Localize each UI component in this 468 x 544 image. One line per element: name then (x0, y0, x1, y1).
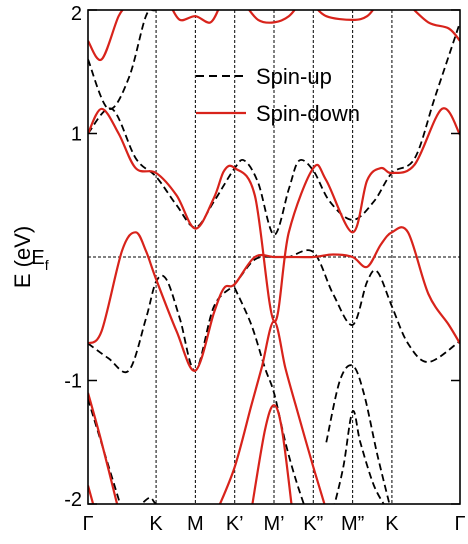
x-tick-label: M” (341, 513, 364, 535)
y-tick-label: -1 (64, 371, 82, 393)
y-axis-ticks: 2 1 -1 -2 (64, 3, 460, 511)
legend-label-spin-up: Spin-up (256, 64, 332, 89)
x-tick-label: K’ (226, 513, 244, 535)
legend-label-spin-down: Spin-down (256, 101, 360, 126)
y-axis-label: E (eV) (10, 226, 35, 288)
x-axis-ticks: Γ K M K’ M’ K” M” K Γ (82, 513, 465, 535)
x-tick-label: M’ (263, 513, 284, 535)
band-curves (88, 10, 460, 504)
plot-frame (87, 9, 461, 505)
spin-up-band (333, 410, 385, 504)
spin-down-band (218, 320, 326, 504)
fermi-label-sub: f (45, 257, 49, 273)
x-tick-label: K” (303, 513, 323, 535)
spin-down-band (251, 404, 293, 504)
spin-down-band (88, 107, 460, 323)
x-tick-label: M (187, 513, 204, 535)
x-tick-label: K (385, 513, 399, 535)
spin-down-band (247, 10, 296, 24)
x-tick-label: Γ (82, 513, 93, 535)
y-tick-label: 1 (71, 124, 82, 146)
spin-down-band (316, 10, 375, 22)
fermi-label-main: E (31, 247, 44, 269)
y-tick-label: 2 (71, 3, 82, 25)
spin-up-band (88, 249, 460, 374)
spin-down-band (171, 10, 220, 24)
spin-up-band (88, 10, 159, 110)
spin-up-band (88, 22, 460, 236)
spin-down-band (88, 392, 119, 504)
legend: Spin-up Spin-down (196, 64, 360, 126)
spin-down-band (88, 226, 460, 372)
x-tick-label: K (149, 513, 163, 535)
spin-down-band (88, 10, 124, 62)
fermi-level-label: Ef (31, 247, 48, 273)
spin-down-band (88, 485, 95, 504)
spin-up-band (233, 287, 305, 504)
spin-down-band (412, 10, 460, 42)
spin-up-band (140, 496, 158, 504)
x-tick-label: Γ (454, 513, 465, 535)
spin-up-band (325, 364, 391, 504)
y-tick-label: -2 (64, 489, 82, 511)
